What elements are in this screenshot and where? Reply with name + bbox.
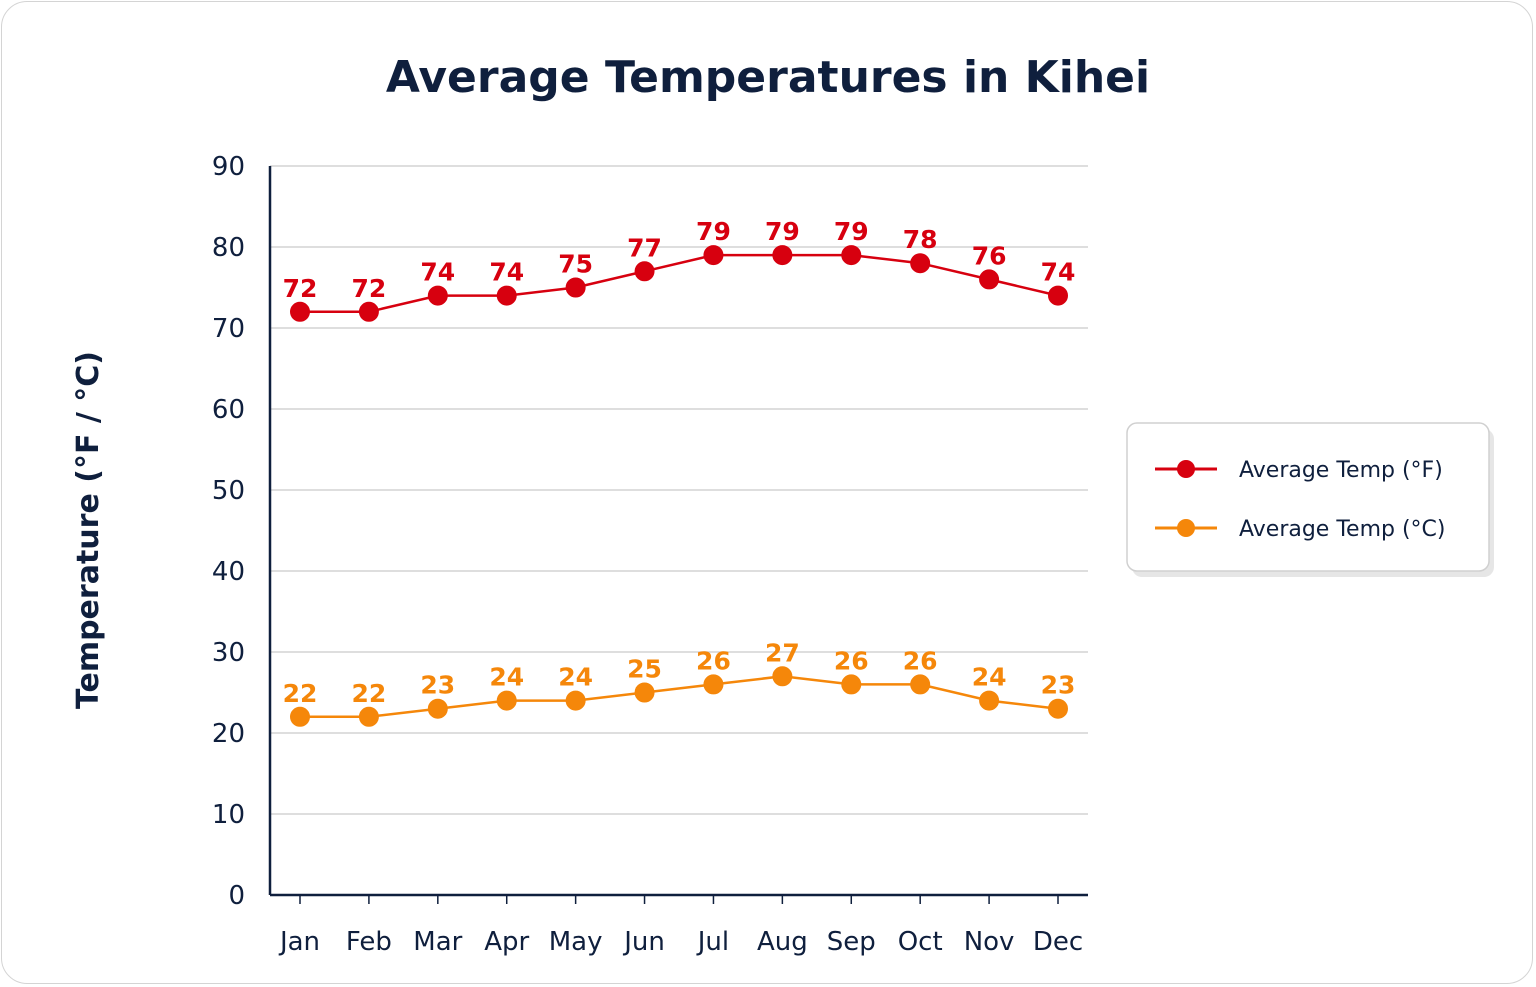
data-label: 23 xyxy=(1041,671,1076,700)
data-label: 25 xyxy=(627,655,662,684)
data-label: 24 xyxy=(558,663,593,692)
y-tick-label: 90 xyxy=(212,152,245,182)
data-point xyxy=(703,674,724,695)
chart-title: Average Temperatures in Kihei xyxy=(386,52,1150,103)
data-point xyxy=(565,690,586,711)
x-tick-label: Mar xyxy=(413,927,462,957)
data-label: 24 xyxy=(972,663,1007,692)
data-point xyxy=(910,253,931,274)
data-point xyxy=(496,690,517,711)
data-label: 72 xyxy=(283,274,318,303)
x-tick-label: Feb xyxy=(346,927,392,957)
y-tick-label: 30 xyxy=(212,638,245,668)
data-label: 22 xyxy=(283,679,318,708)
legend-item: Average Temp (°C) xyxy=(1155,517,1446,542)
series-2: 22 22 23 24 24 25 26 27 26 26 24 23 xyxy=(283,638,1076,727)
y-tick-label: 40 xyxy=(212,557,245,587)
x-tick-label: Dec xyxy=(1033,927,1083,957)
y-tick-label: 70 xyxy=(212,314,245,344)
data-point xyxy=(841,674,862,695)
data-label: 74 xyxy=(489,258,524,287)
data-point xyxy=(358,301,379,322)
data-point xyxy=(841,245,862,266)
data-point xyxy=(290,706,310,727)
x-tick-label: Aug xyxy=(757,927,808,957)
y-tick-label: 0 xyxy=(228,881,245,911)
data-label: 74 xyxy=(420,258,455,287)
y-tick-label: 20 xyxy=(212,719,245,749)
legend-box xyxy=(1126,422,1490,572)
data-label: 26 xyxy=(834,646,869,675)
data-point xyxy=(979,690,1000,711)
y-tick-label: 10 xyxy=(212,800,245,830)
data-point xyxy=(496,285,517,306)
series-line xyxy=(300,675,1059,719)
grid-lines xyxy=(270,165,1088,815)
data-point xyxy=(358,706,379,727)
x-tick-label: Jul xyxy=(696,927,729,957)
x-tick-label: May xyxy=(549,927,603,957)
data-point xyxy=(565,277,586,298)
data-label: 22 xyxy=(352,679,387,708)
data-point xyxy=(290,301,310,322)
data-point xyxy=(910,674,931,695)
legend-label: Average Temp (°F) xyxy=(1239,458,1443,483)
data-label: 79 xyxy=(834,217,869,246)
y-tick-label: 60 xyxy=(212,395,245,425)
data-label: 75 xyxy=(558,250,593,279)
x-tick-label: Nov xyxy=(964,927,1015,957)
legend-item: Average Temp (°F) xyxy=(1155,458,1443,483)
x-tick-label: Sep xyxy=(827,927,876,957)
data-point xyxy=(703,245,724,266)
data-point xyxy=(634,261,655,282)
legend-label: Average Temp (°C) xyxy=(1239,517,1446,542)
x-tick-label: Jan xyxy=(278,927,320,957)
data-label: 74 xyxy=(1041,258,1076,287)
y-axis-label: Temperature (°F / °C) xyxy=(71,351,106,709)
y-tick-label: 80 xyxy=(212,233,245,263)
data-label: 27 xyxy=(765,638,800,667)
data-label: 79 xyxy=(696,217,731,246)
data-label: 24 xyxy=(489,663,524,692)
data-point xyxy=(772,666,793,687)
data-label: 23 xyxy=(420,671,455,700)
data-point xyxy=(1048,698,1068,719)
data-label: 72 xyxy=(352,274,387,303)
data-label: 26 xyxy=(696,646,731,675)
data-label: 26 xyxy=(903,646,938,675)
axes: 0 10 20 30 40 50 60 70 80 90 Jan Feb Mar Apr May Jun Jul… xyxy=(212,152,1088,957)
data-point xyxy=(427,698,448,719)
legend-marker xyxy=(1177,519,1195,537)
data-label: 79 xyxy=(765,217,800,246)
legend-marker xyxy=(1177,460,1195,478)
y-tick-label: 50 xyxy=(212,476,245,506)
data-point xyxy=(772,245,793,266)
legend: Average Temp (°F) Average Temp (°C) xyxy=(1126,422,1494,577)
x-tick-label: Jun xyxy=(622,927,665,957)
data-point xyxy=(427,285,448,306)
data-label: 76 xyxy=(972,241,1007,270)
data-label: 77 xyxy=(627,233,662,262)
series-1: 72 72 74 74 75 77 79 79 79 78 76 74 xyxy=(283,217,1076,322)
x-tick-label: Oct xyxy=(898,927,943,957)
series-layer: 72 72 74 74 75 77 79 79 79 78 76 74 22 22 23 24 24 25 26 27… xyxy=(283,217,1076,727)
data-label: 78 xyxy=(903,225,938,254)
data-point xyxy=(634,682,655,703)
data-point xyxy=(979,269,1000,290)
data-point xyxy=(1048,285,1068,306)
x-tick-label: Apr xyxy=(484,927,529,957)
series-line xyxy=(300,253,1059,314)
